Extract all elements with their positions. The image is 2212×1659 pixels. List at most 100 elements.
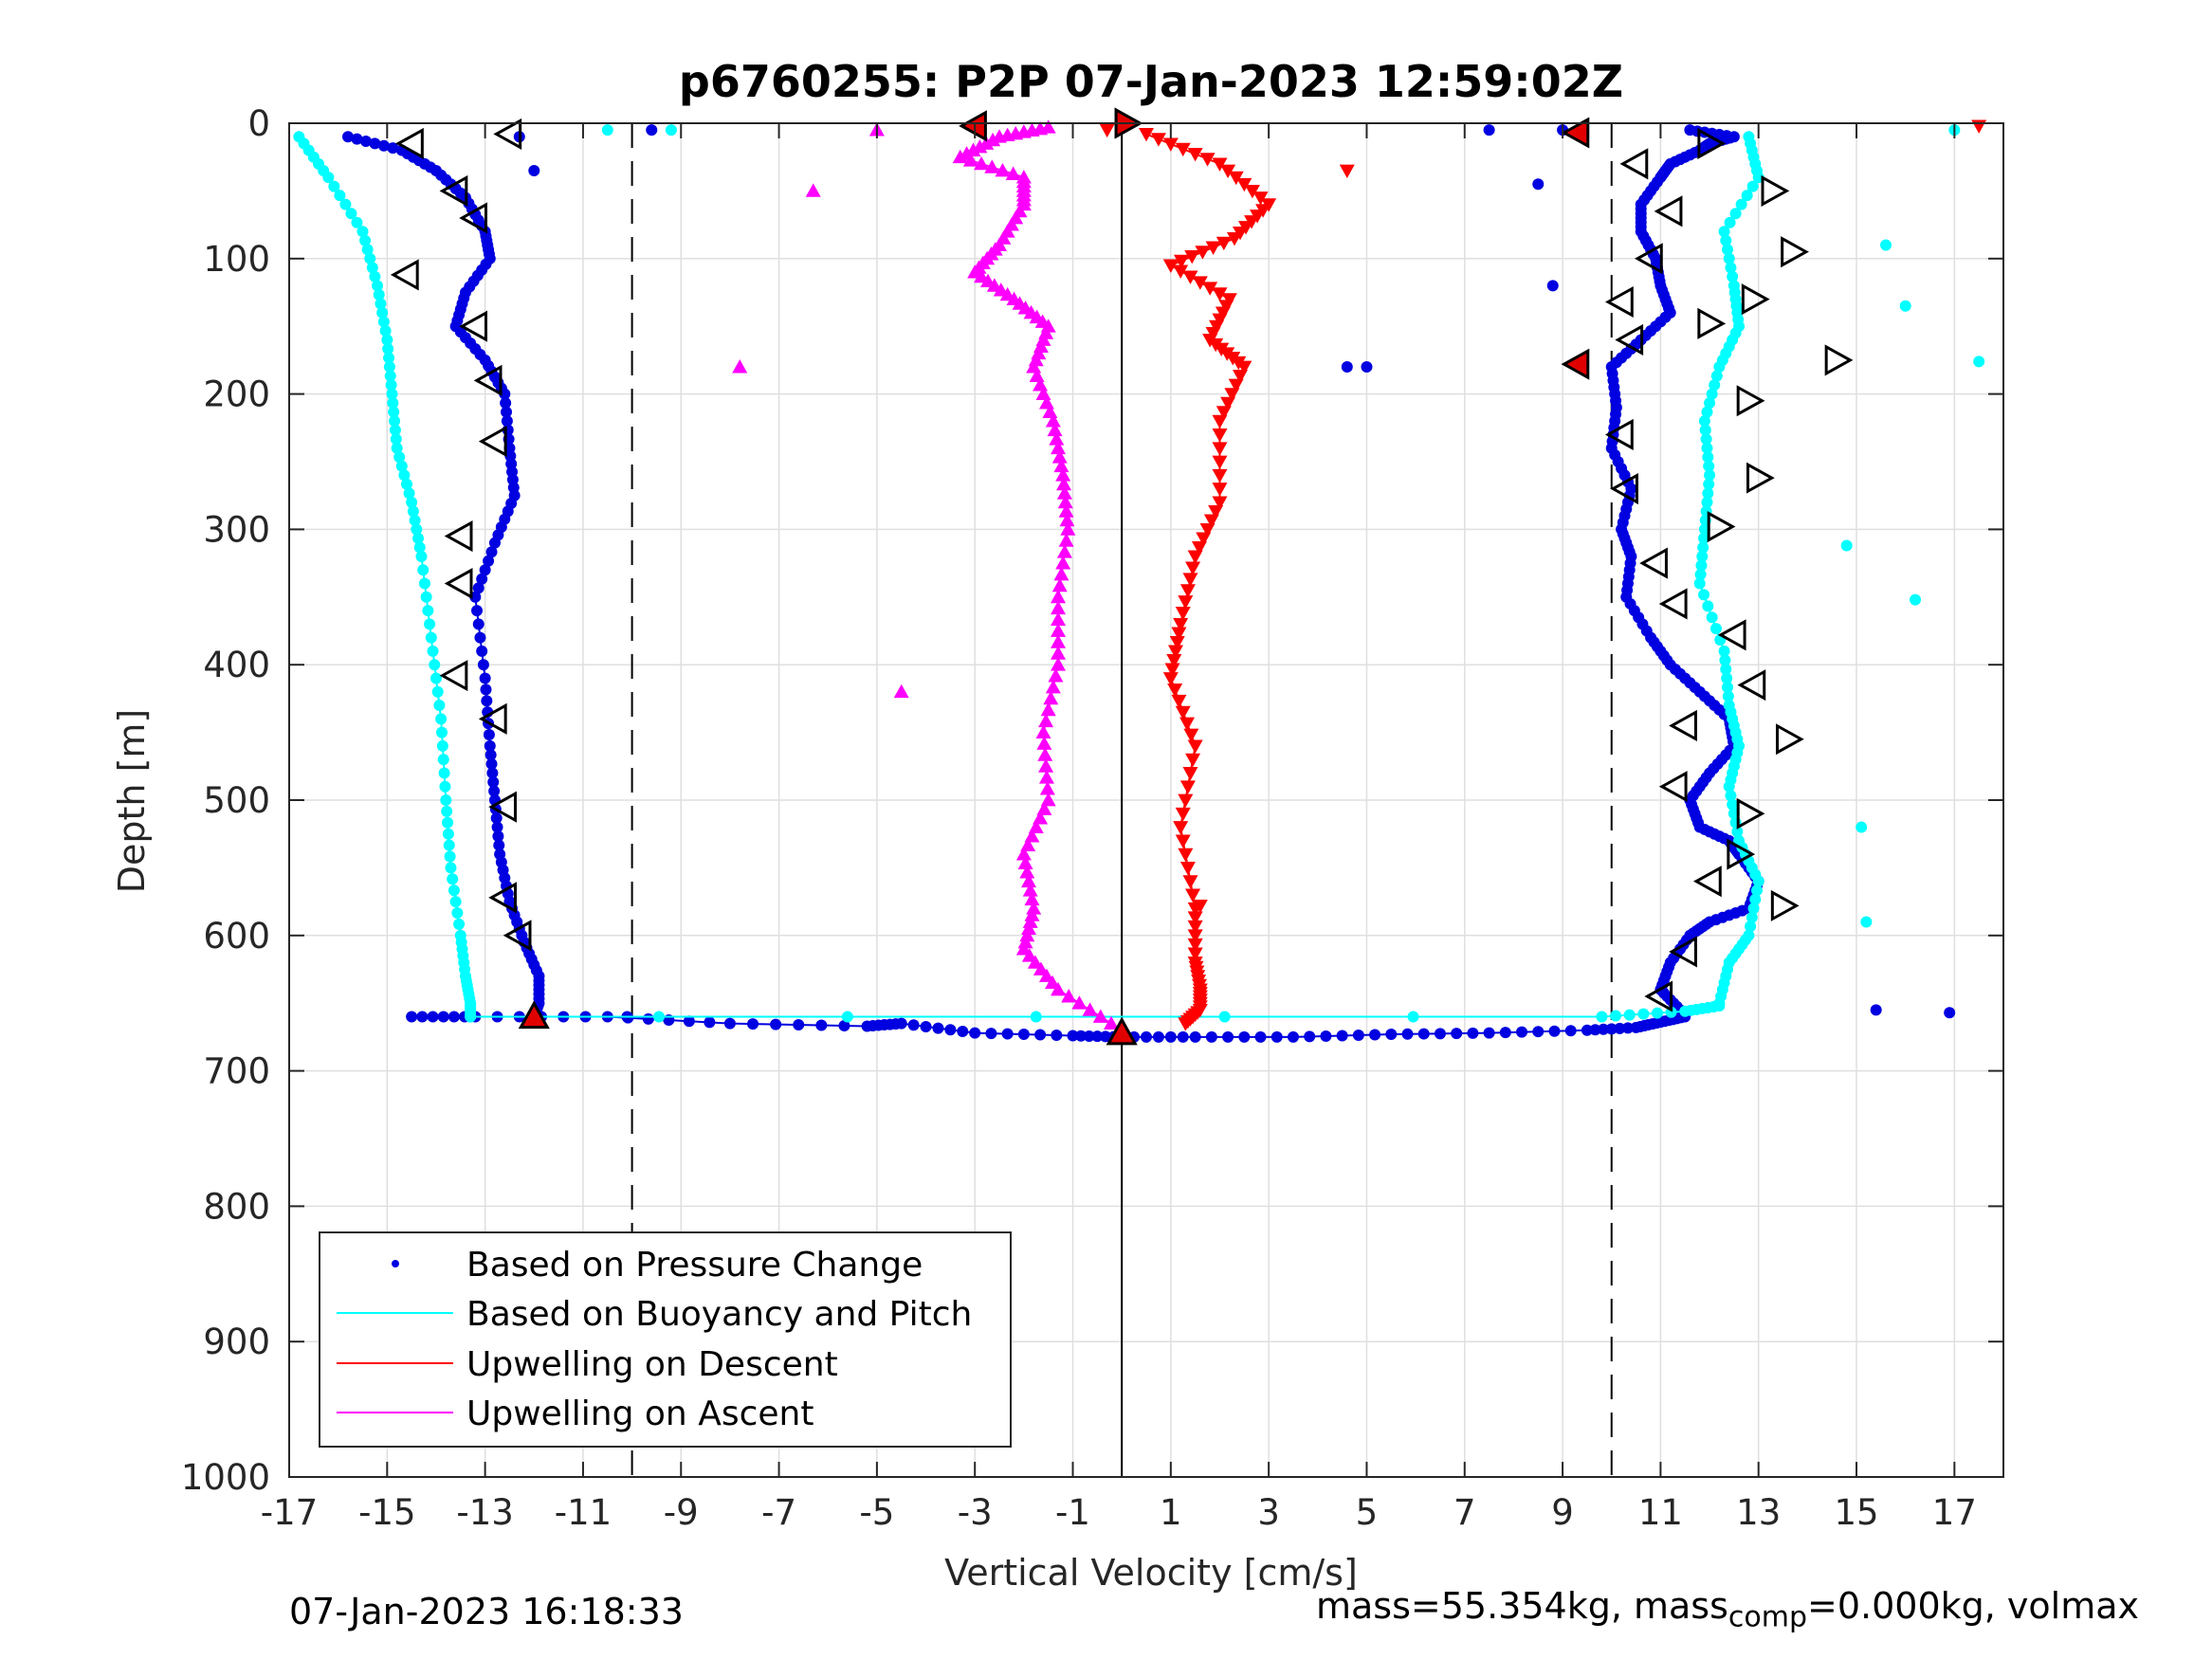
series-point-upwelling-on-ascent (1051, 600, 1067, 615)
series-point-based-on-buoyancy-and-pitch (391, 442, 403, 454)
series-point-based-on-buoyancy-and-pitch (1727, 270, 1739, 283)
series-point-based-on-buoyancy-and-pitch (1596, 1011, 1608, 1023)
series-point-upwelling-on-descent (1203, 514, 1219, 528)
series-point-based-on-buoyancy-and-pitch (1728, 280, 1740, 292)
series-point-upwelling-on-descent (1182, 767, 1198, 781)
series-point-based-on-buoyancy-and-pitch (1623, 1009, 1636, 1021)
series-point-based-on-pressure-change (770, 1018, 782, 1030)
series-point-based-on-buoyancy-and-pitch (381, 334, 393, 346)
series-point-based-on-pressure-change (501, 406, 513, 418)
series-point-upwelling-on-descent (1173, 617, 1189, 632)
series-point-based-on-buoyancy-and-pitch (328, 180, 340, 192)
series-point-upwelling-on-descent (1185, 561, 1201, 575)
series-point-upwelling-on-ascent (1036, 736, 1052, 750)
series-point-upwelling-on-descent (1175, 834, 1191, 848)
series-point-based-on-buoyancy-and-pitch (1743, 929, 1755, 941)
series-point-upwelling-on-ascent (1039, 781, 1055, 795)
series-outlier-upwelling-on-descent (1971, 119, 1987, 134)
series-point-upwelling-on-ascent (1024, 829, 1040, 843)
series-point-based-on-pressure-change (1589, 1024, 1601, 1036)
series-point-upwelling-on-ascent (1051, 623, 1067, 637)
series-point-based-on-buoyancy-and-pitch (448, 884, 460, 897)
chart-title: p6760255: P2P 07-Jan-2023 12:59:02Z (679, 56, 1623, 107)
series-point-upwelling-on-ascent (1058, 503, 1074, 518)
series-point-based-on-buoyancy-and-pitch (841, 1011, 853, 1023)
series-point-based-on-buoyancy-and-pitch (1721, 672, 1733, 684)
open-triangle-right-marker (1697, 127, 1727, 159)
series-point-based-on-pressure-change (1152, 1030, 1164, 1043)
series-point-upwelling-on-ascent (1055, 467, 1071, 482)
series-point-based-on-pressure-change (477, 659, 489, 671)
series-point-based-on-pressure-change (944, 1024, 957, 1036)
series-point-based-on-pressure-change (1417, 1028, 1430, 1040)
series-point-upwelling-on-ascent (1051, 634, 1067, 648)
open-triangle-left-marker (488, 791, 517, 823)
series-point-upwelling-on-ascent (1042, 404, 1058, 419)
series-point-based-on-pressure-change (1320, 1030, 1332, 1042)
series-point-upwelling-on-descent (1187, 947, 1203, 961)
y-tick-label: 1000 (181, 1457, 270, 1498)
series-point-based-on-pressure-change (1605, 1023, 1618, 1035)
series-point-based-on-pressure-change (838, 1020, 850, 1031)
series-point-upwelling-on-descent (1178, 1017, 1194, 1031)
series-point-based-on-buoyancy-and-pitch (366, 262, 378, 274)
series-point-based-on-buoyancy-and-pitch (369, 270, 381, 283)
open-triangle-right-marker (1736, 385, 1765, 417)
filled-triangle-left-marker (1561, 117, 1590, 149)
x-tick-label: 1 (1160, 1492, 1182, 1533)
series-point-upwelling-on-descent (1183, 728, 1199, 742)
series-point-based-on-pressure-change (488, 537, 501, 549)
series-point-upwelling-on-descent (1202, 282, 1218, 296)
x-tick-label: -11 (555, 1492, 612, 1533)
series-point-based-on-pressure-change (1614, 1022, 1626, 1034)
series-outlier-based-on-pressure-change (646, 124, 658, 137)
series-point-upwelling-on-ascent (1051, 646, 1067, 660)
series-point-upwelling-on-descent (1175, 807, 1191, 822)
series-point-upwelling-on-descent (1167, 683, 1183, 698)
series-point-based-on-buoyancy-and-pitch (334, 190, 346, 202)
series-outlier-upwelling-on-ascent (732, 359, 748, 374)
series-point-based-on-buoyancy-and-pitch (1703, 478, 1715, 490)
series-point-upwelling-on-descent (1236, 360, 1252, 375)
series-point-based-on-pressure-change (793, 1019, 805, 1031)
series-point-upwelling-on-descent (1182, 573, 1198, 587)
series-point-based-on-pressure-change (491, 821, 503, 833)
series-point-based-on-buoyancy-and-pitch (438, 767, 450, 779)
open-triangle-left-marker (1610, 473, 1638, 505)
series-point-based-on-pressure-change (907, 1019, 920, 1031)
series-point-based-on-pressure-change (1581, 1024, 1593, 1036)
series-point-based-on-buoyancy-and-pitch (427, 645, 439, 657)
series-point-upwelling-on-ascent (1061, 989, 1077, 1003)
series-point-based-on-buoyancy-and-pitch (1702, 487, 1714, 500)
series-point-upwelling-on-descent (1185, 888, 1201, 902)
series-point-upwelling-on-ascent (1082, 1002, 1098, 1016)
open-triangle-left-marker (390, 259, 419, 291)
series-point-based-on-pressure-change (723, 1017, 736, 1030)
series-point-based-on-buoyancy-and-pitch (411, 523, 423, 536)
series-point-based-on-buoyancy-and-pitch (1698, 415, 1710, 428)
series-point-based-on-buoyancy-and-pitch (1701, 442, 1713, 454)
series-point-based-on-pressure-change (488, 785, 501, 797)
series-point-based-on-pressure-change (437, 1011, 449, 1023)
series-point-upwelling-on-descent (1187, 550, 1203, 564)
series-point-upwelling-on-descent (1187, 739, 1203, 754)
series-point-based-on-buoyancy-and-pitch (439, 780, 451, 793)
series-point-based-on-buoyancy-and-pitch (382, 343, 394, 355)
series-point-upwelling-on-descent (1173, 821, 1189, 835)
series-point-based-on-buoyancy-and-pitch (1733, 834, 1746, 847)
series-point-based-on-pressure-change (932, 1022, 944, 1034)
series-point-based-on-buoyancy-and-pitch (345, 208, 357, 220)
x-axis-label: Vertical Velocity [cm/s] (944, 1552, 1358, 1594)
series-point-based-on-buoyancy-and-pitch (1698, 589, 1710, 601)
series-point-based-on-buoyancy-and-pitch (1721, 244, 1733, 256)
open-triangle-left-marker (473, 364, 503, 396)
series-point-upwelling-on-ascent (1029, 368, 1045, 382)
series-point-upwelling-on-descent (1167, 645, 1183, 659)
series-point-upwelling-on-descent (1166, 654, 1182, 668)
series-point-based-on-buoyancy-and-pitch (351, 216, 363, 228)
series-point-based-on-pressure-change (481, 695, 493, 707)
series-point-based-on-buoyancy-and-pitch (1637, 1008, 1650, 1020)
filled-triangle-left-marker (959, 110, 987, 142)
y-tick-label: 300 (203, 509, 270, 550)
series-point-upwelling-on-ascent (1037, 747, 1053, 761)
